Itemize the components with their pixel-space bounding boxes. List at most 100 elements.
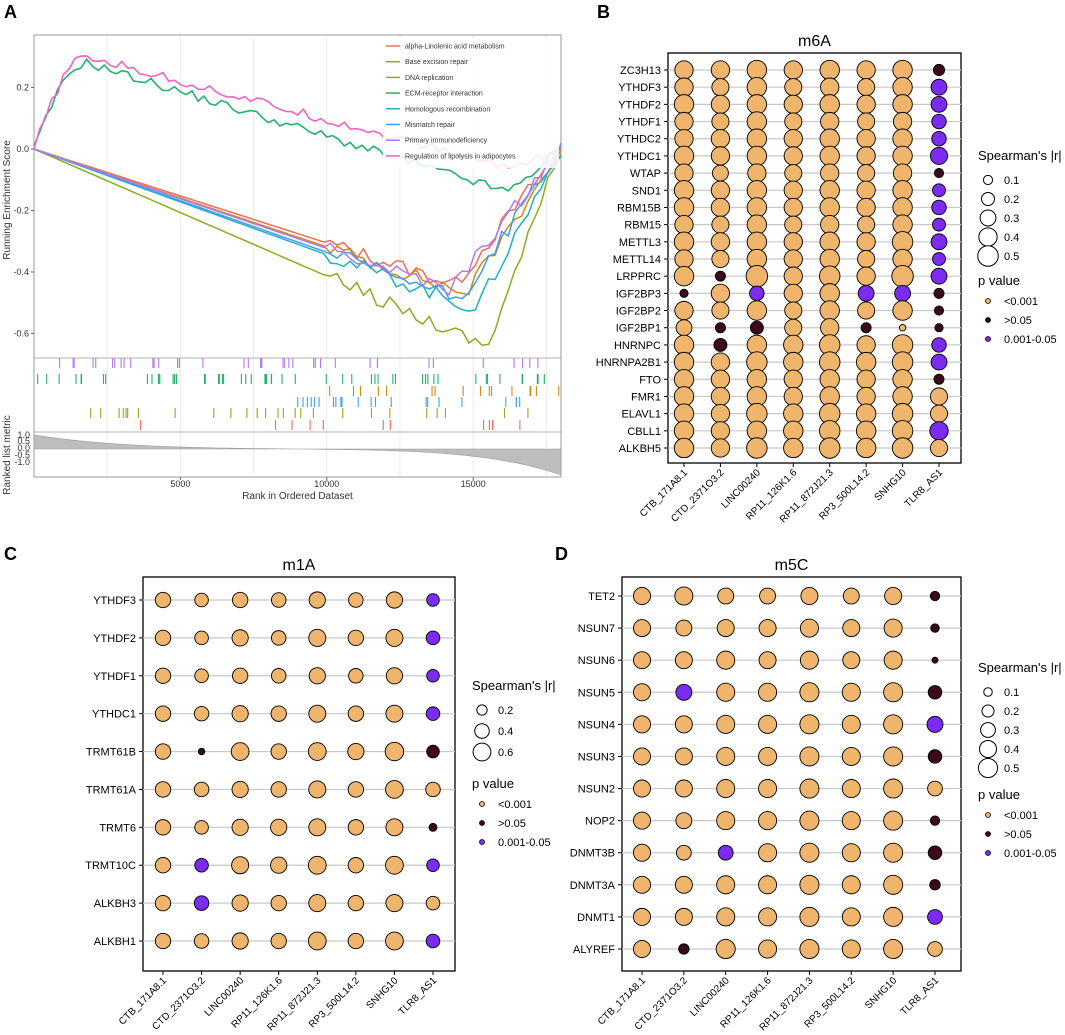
row-label: RBM15: [624, 220, 661, 232]
bubble: [385, 704, 404, 723]
row-label: ALKBH1: [94, 936, 136, 948]
p-legend-label: <0.001: [1004, 810, 1038, 822]
bubble: [841, 714, 861, 734]
row-label: FTO: [639, 374, 661, 386]
bubble: [154, 857, 172, 874]
bubble: [425, 706, 441, 721]
bubble: [308, 704, 327, 723]
bubble: [820, 111, 840, 132]
row-label: TRMT61A: [86, 784, 137, 796]
row-label: FMR1: [631, 391, 661, 403]
bubble: [270, 818, 288, 836]
bubble: [820, 215, 840, 235]
bubble: [674, 747, 693, 766]
bubble: [270, 894, 287, 912]
row-label: RBM15B: [617, 202, 661, 214]
bubble: [842, 587, 860, 605]
column-label: TLR8_AS1: [899, 975, 942, 1018]
row-label: HNRNPC: [614, 340, 661, 352]
bubble: [633, 715, 651, 734]
bubble: [883, 842, 904, 863]
size-legend-key: [983, 687, 993, 697]
bubble: [784, 215, 803, 234]
bubble: [194, 857, 209, 873]
bubble: [193, 933, 210, 949]
bubble: [892, 180, 913, 201]
bubble: [679, 288, 689, 298]
row-label: ZC3H13: [620, 65, 661, 77]
bubble: [931, 113, 947, 130]
bubble: [308, 780, 327, 799]
bubble: [385, 667, 404, 685]
p-legend-label: <0.001: [498, 799, 532, 811]
bubble: [710, 386, 731, 407]
bubble: [892, 369, 913, 390]
y-tick-label: 0.2: [16, 83, 29, 93]
bubble: [819, 128, 840, 149]
bubble: [856, 94, 876, 114]
bubble: [856, 180, 876, 200]
bubble: [819, 197, 840, 218]
row-label: NSUN2: [578, 784, 615, 796]
bubble: [929, 438, 949, 458]
bubble: [932, 252, 946, 266]
bubble: [841, 811, 861, 831]
bubble: [892, 300, 913, 321]
p-legend-key: [985, 317, 991, 323]
bubble: [892, 197, 913, 218]
y-tick-label: -0.6: [13, 329, 29, 339]
bubble: [784, 164, 803, 183]
bubble: [710, 146, 731, 166]
bubble: [758, 811, 778, 831]
bubble: [927, 749, 943, 764]
bubble: [856, 146, 876, 166]
bubble: [929, 421, 949, 441]
bubble: [930, 95, 948, 113]
bubble: [633, 747, 651, 766]
bubble: [857, 164, 876, 183]
legend-label: Base excision repair: [405, 59, 469, 66]
bubble: [857, 78, 876, 97]
bubble: [784, 78, 803, 97]
bubble: [674, 111, 694, 132]
size-legend-label: 0.3: [1004, 213, 1019, 225]
bubble: [819, 369, 840, 390]
bubble: [716, 682, 736, 702]
bubble: [856, 369, 876, 389]
p-legend-key: [985, 812, 991, 818]
bubble: [674, 215, 694, 235]
row-label: NSUN6: [578, 655, 615, 667]
row-label: IGF2BP2: [616, 306, 661, 318]
size-legend-key: [978, 227, 998, 247]
bubble: [710, 421, 731, 441]
enrichment-curve: [33, 148, 562, 296]
bubble: [929, 590, 941, 602]
bubble: [930, 233, 948, 251]
bubble: [308, 591, 326, 609]
row-label: YTHDF1: [93, 671, 136, 683]
p-legend-key: [985, 336, 991, 342]
bubble: [673, 197, 695, 218]
bubble: [746, 111, 768, 132]
bubble: [154, 629, 172, 647]
bubble: [674, 60, 694, 80]
bubble: [819, 145, 840, 167]
bubble: [758, 714, 778, 734]
bubble: [231, 591, 249, 609]
bubble: [927, 780, 943, 797]
bubble: [883, 778, 904, 799]
bubble: [716, 811, 736, 831]
bubble: [746, 197, 768, 218]
bubble: [930, 78, 948, 96]
row-label: CBLL1: [627, 426, 661, 438]
bubble: [347, 781, 365, 798]
bubble: [783, 129, 803, 149]
bubble: [758, 875, 778, 895]
column-label: SNHG10: [863, 975, 899, 1011]
row-label: NSUN3: [578, 751, 615, 763]
bubble: [676, 844, 692, 861]
bubble: [820, 163, 840, 183]
bubble: [193, 705, 210, 722]
bubble: [673, 180, 695, 201]
column-label: TLR8_AS1: [397, 975, 440, 1018]
